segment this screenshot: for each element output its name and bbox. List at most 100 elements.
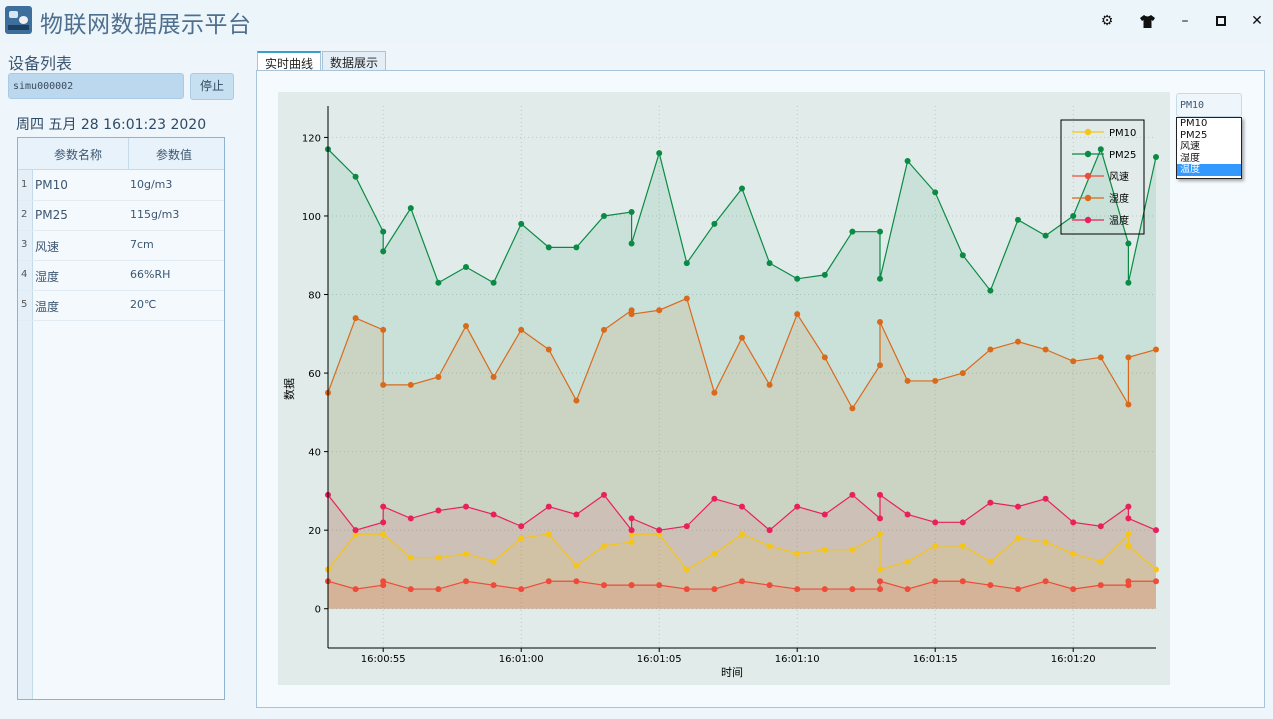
dropdown-option[interactable]: 风速 <box>1180 141 1200 152</box>
shirt-icon[interactable] <box>1136 10 1158 32</box>
data-point-PM25 <box>601 212 607 219</box>
data-point-风速 <box>932 578 939 585</box>
dropdown-option[interactable]: PM25 <box>1180 129 1208 141</box>
data-point-PM25 <box>490 279 497 286</box>
data-point-温度 <box>766 527 773 534</box>
data-point-风速 <box>849 586 856 593</box>
data-point-风速 <box>656 582 663 589</box>
data-point-PM25 <box>711 220 718 227</box>
gear-icon[interactable]: ⚙ <box>1100 13 1114 29</box>
data-point-风速 <box>877 578 883 585</box>
data-point-温度 <box>794 503 801 510</box>
close-icon[interactable]: ✕ <box>1251 13 1263 29</box>
x-tick-label: 16:00:55 <box>361 654 406 665</box>
param-value: 20℃ <box>130 298 157 311</box>
y-axis-label: 数据 <box>282 378 296 400</box>
data-point-PM25 <box>877 275 883 282</box>
param-table: 参数名称 参数值 1 PM10 10g/m3 2 PM25 115g/m3 3 … <box>17 137 225 700</box>
data-point-温度 <box>904 511 911 518</box>
data-point-温度 <box>683 523 690 530</box>
data-point-温度 <box>435 507 442 514</box>
series-dropdown-list: PM10 PM25 风速 湿度 温度 <box>1176 117 1242 179</box>
data-point-风速 <box>352 586 359 593</box>
series-select[interactable]: PM10 <box>1176 93 1242 117</box>
series-area-湿度 <box>328 298 1156 609</box>
table-row[interactable]: 4 湿度 66%RH <box>18 260 224 291</box>
data-point-PM25 <box>959 252 966 259</box>
table-row[interactable]: 3 风速 7cm <box>18 230 224 261</box>
data-point-湿度 <box>849 405 856 412</box>
data-point-PM10 <box>849 546 856 553</box>
data-point-PM25 <box>1125 240 1132 247</box>
data-point-湿度 <box>407 381 414 388</box>
data-point-PM10 <box>877 531 883 538</box>
y-tick-label: 40 <box>308 448 321 459</box>
series-area-温度 <box>328 494 1156 609</box>
dropdown-option[interactable]: 湿度 <box>1180 152 1200 164</box>
data-point-湿度 <box>380 381 387 388</box>
series-area-PM25 <box>328 149 1156 609</box>
data-point-PM25 <box>1153 154 1159 161</box>
data-point-温度 <box>1125 515 1132 522</box>
data-point-风速 <box>1153 578 1159 585</box>
param-value: 115g/m3 <box>130 208 180 221</box>
header-param-name[interactable]: 参数名称 <box>54 148 103 162</box>
dropdown-option-highlighted[interactable]: 温度 <box>1177 164 1241 176</box>
data-point-PM10 <box>766 542 773 549</box>
data-point-PM10 <box>1070 550 1077 557</box>
dropdown-option[interactable]: PM10 <box>1180 118 1208 129</box>
data-point-风速 <box>518 586 525 593</box>
data-point-风速 <box>711 586 718 593</box>
legend-box <box>1060 119 1145 235</box>
data-point-PM10 <box>877 566 883 573</box>
legend-label-温度: 温度 <box>1109 214 1129 227</box>
tab-data-display[interactable]: 数据展示 <box>322 51 387 70</box>
data-point-风速 <box>683 586 690 593</box>
table-row[interactable]: 5 温度 20℃ <box>18 290 224 321</box>
tab-realtime-curve[interactable]: 实时曲线 <box>257 51 322 71</box>
data-point-湿度 <box>573 397 580 404</box>
data-point-湿度 <box>628 311 635 318</box>
data-point-PM25 <box>628 209 635 216</box>
device-list-item[interactable]: simu000002 <box>8 73 184 99</box>
series-area-PM10 <box>328 534 1156 609</box>
data-point-PM10 <box>435 554 442 561</box>
header-param-value[interactable]: 参数值 <box>156 148 193 162</box>
data-point-湿度 <box>877 362 883 369</box>
param-name: 风速 <box>35 240 60 254</box>
data-point-温度 <box>1125 503 1132 510</box>
data-point-风速 <box>601 582 607 589</box>
data-point-PM25 <box>739 185 745 192</box>
data-point-PM25 <box>352 173 359 180</box>
data-point-风速 <box>573 578 580 585</box>
data-point-PM10 <box>987 558 994 565</box>
data-point-湿度 <box>1070 358 1077 365</box>
data-point-风速 <box>821 586 828 593</box>
minimize-icon[interactable]: – <box>1181 13 1189 29</box>
series-line-风速 <box>327 580 1156 590</box>
data-point-温度 <box>628 527 635 534</box>
data-point-温度 <box>1070 519 1077 526</box>
data-point-温度 <box>987 499 994 506</box>
data-point-温度 <box>656 527 663 534</box>
y-tick-label: 120 <box>302 133 321 144</box>
table-row[interactable]: 1 PM10 10g/m3 <box>18 170 224 201</box>
data-point-PM10 <box>711 550 718 557</box>
data-point-湿度 <box>711 389 718 396</box>
data-point-湿度 <box>1097 354 1104 361</box>
row-number-column <box>18 169 33 699</box>
param-value: 7cm <box>130 238 154 251</box>
data-point-PM10 <box>407 554 414 561</box>
data-point-PM10 <box>932 542 939 549</box>
y-tick-label: 60 <box>308 369 321 380</box>
data-point-风速 <box>1070 586 1077 593</box>
data-point-PM25 <box>1097 146 1104 153</box>
data-point-温度 <box>545 503 552 510</box>
legend-marker-湿度 <box>1084 194 1092 202</box>
device-list-label: 设备列表 <box>8 54 73 73</box>
maximize-icon[interactable] <box>1210 10 1232 32</box>
data-point-PM25 <box>1015 216 1021 223</box>
stop-button[interactable]: 停止 <box>190 73 234 100</box>
table-row[interactable]: 2 PM25 115g/m3 <box>18 200 224 231</box>
data-point-湿度 <box>904 377 911 384</box>
